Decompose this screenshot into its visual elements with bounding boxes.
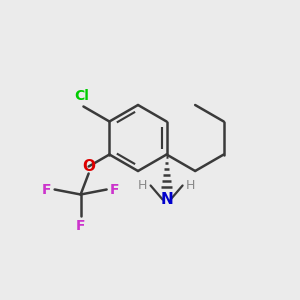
Text: F: F (76, 218, 86, 233)
Text: Cl: Cl (74, 89, 89, 103)
Text: H: H (138, 179, 148, 192)
Text: O: O (82, 159, 95, 174)
Text: F: F (110, 182, 119, 197)
Text: N: N (160, 191, 173, 206)
Text: F: F (42, 182, 52, 197)
Text: H: H (186, 179, 195, 192)
